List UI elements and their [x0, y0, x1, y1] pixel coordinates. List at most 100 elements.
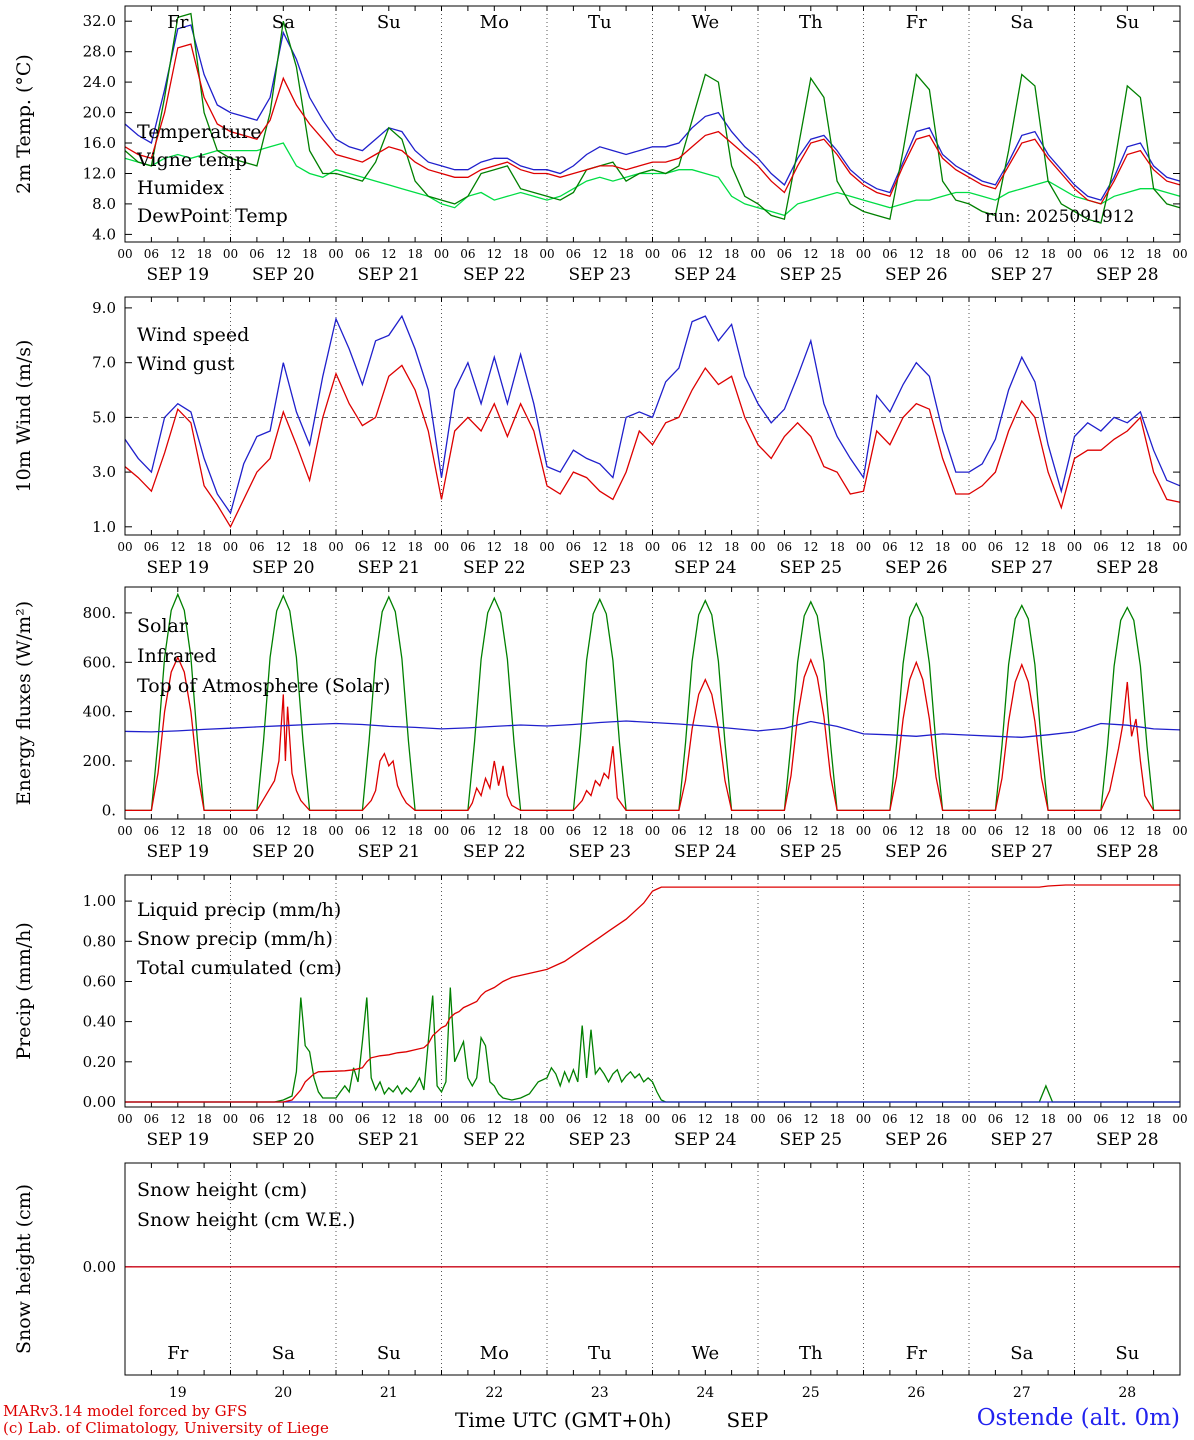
month-label: SEP [726, 1408, 769, 1432]
dow-label: Th [799, 1343, 823, 1364]
x-tick-label: 12 [1014, 247, 1029, 261]
x-tick-label: 18 [935, 247, 950, 261]
dow-label: Fr [906, 1343, 927, 1364]
x-tick-label: 00 [328, 540, 343, 554]
x-tick-label: 12 [909, 824, 924, 838]
x-tick-label: 12 [592, 824, 607, 838]
x-tick-label: 12 [909, 247, 924, 261]
x-tick-label: 12 [381, 824, 396, 838]
y-tick-label: 200. [83, 752, 116, 770]
x-tick-label: 00 [750, 247, 765, 261]
date-label: SEP 20 [252, 1130, 315, 1150]
date-label: SEP 22 [463, 1130, 526, 1150]
x-tick-label: 00 [750, 824, 765, 838]
date-num-label: 27 [1013, 1385, 1031, 1401]
date-num-label: 21 [380, 1385, 398, 1401]
wind-plot-border [124, 296, 1181, 536]
x-tick-label: 12 [381, 540, 396, 554]
x-tick-label: 06 [1093, 540, 1108, 554]
legend-vigne-temp: Vigne temp [136, 149, 247, 171]
date-label: SEP 20 [252, 265, 315, 285]
snow-plot-border [124, 1162, 1181, 1376]
x-tick-label: 06 [671, 824, 686, 838]
x-tick-label: 12 [698, 540, 713, 554]
x-tick-label: 12 [698, 247, 713, 261]
legend-snow-precip: Snow precip (mm/h) [137, 928, 333, 950]
solar-line [125, 655, 1180, 812]
date-label: SEP 25 [780, 558, 843, 575]
precip-panel: 0.00 0.20 0.40 0.60 0.80 1.00 00 06 12 18 00 06 12 18… [0, 863, 1194, 1151]
x-tick-label: 00 [750, 540, 765, 554]
energy-flux-panel: 0. 200. 400. 600. 800. 00 06 12 18 00 06 12 18 00 06 12… [0, 575, 1194, 863]
y-tick-label: 9.0 [92, 299, 116, 317]
model-credit-line: MARv3.14 model forced by GFS [3, 1402, 248, 1420]
x-tick-label: 12 [487, 824, 502, 838]
x-tick-label: 06 [249, 824, 264, 838]
x-tick-label: 00 [223, 824, 238, 838]
legend-liquid-precip: Liquid precip (mm/h) [137, 899, 341, 921]
date-label: SEP 21 [358, 558, 421, 575]
date-num-label: 20 [274, 1385, 292, 1401]
x-tick-label: 00 [434, 1112, 449, 1126]
wind-speed-line [124, 364, 1181, 529]
dow-label: Sa [272, 12, 295, 33]
x-tick-label: 06 [777, 247, 792, 261]
x-tick-label: 18 [196, 824, 211, 838]
legend-infrared: Infrared [137, 645, 217, 667]
x-tick-label: 18 [513, 540, 528, 554]
precip-chart: 0.00 0.20 0.40 0.60 0.80 1.00 00 06 12 18 00 06 12 18… [13, 874, 1188, 1150]
dow-label: Fr [167, 12, 188, 33]
dow-label: Sa [1010, 1343, 1033, 1364]
x-tick-label: 06 [144, 540, 159, 554]
date-label: SEP 26 [885, 265, 948, 285]
y-tick-label: 0.40 [83, 1013, 116, 1031]
dewpoint-line [124, 142, 1181, 217]
date-label: SEP 19 [147, 558, 210, 575]
date-label: SEP 26 [885, 1130, 948, 1150]
model-credits: MARv3.14 model forced by GFS (c) Lab. of… [3, 1403, 329, 1437]
date-label: SEP 25 [780, 1130, 843, 1150]
x-tick-label: 00 [750, 1112, 765, 1126]
precip-plot-border [124, 874, 1181, 1108]
x-tick-label: 18 [302, 824, 317, 838]
x-tick-label: 18 [1040, 1112, 1055, 1126]
x-tick-label: 06 [566, 824, 581, 838]
dow-label: We [691, 12, 719, 33]
legend-snow-height: Snow height (cm) [137, 1179, 307, 1201]
x-tick-label: 00 [223, 1112, 238, 1126]
x-tick-label: 18 [829, 1112, 844, 1126]
x-tick-label: 12 [592, 1112, 607, 1126]
x-tick-label: 06 [355, 247, 370, 261]
temperature-line [124, 43, 1181, 205]
date-num-label: 26 [907, 1385, 925, 1401]
date-label: SEP 23 [569, 1130, 632, 1150]
date-label: SEP 26 [885, 842, 948, 862]
legend-humidex: Humidex [137, 177, 224, 199]
energy-chart: 0. 200. 400. 600. 800. 00 06 12 18 00 06 12 18 00 06 12… [13, 586, 1188, 862]
y-tick-label: 8.0 [92, 195, 116, 213]
legend-snow-height-we: Snow height (cm W.E.) [137, 1209, 355, 1231]
x-tick-label: 00 [961, 824, 976, 838]
x-tick-label: 06 [355, 540, 370, 554]
x-tick-label: 00 [645, 540, 660, 554]
date-label: SEP 21 [358, 1130, 421, 1150]
date-num-label: 28 [1118, 1385, 1136, 1401]
x-tick-label: 00 [961, 247, 976, 261]
x-tick-label: 06 [566, 1112, 581, 1126]
x-tick-label: 06 [988, 247, 1003, 261]
date-label: SEP 24 [674, 842, 737, 862]
x-tick-label: 18 [724, 540, 739, 554]
x-tick-label: 18 [513, 247, 528, 261]
x-tick-label: 06 [882, 247, 897, 261]
y-tick-label: 5.0 [92, 408, 116, 426]
x-tick-label: 00 [1172, 824, 1187, 838]
date-label: SEP 24 [674, 558, 737, 575]
x-tick-label: 00 [961, 1112, 976, 1126]
y-tick-label: 3.0 [92, 463, 116, 481]
x-tick-label: 00 [328, 824, 343, 838]
x-tick-label: 12 [803, 540, 818, 554]
x-tick-label: 18 [513, 824, 528, 838]
x-tick-label: 12 [803, 1112, 818, 1126]
x-tick-label: 00 [434, 824, 449, 838]
legend-solar: Solar [137, 615, 189, 637]
